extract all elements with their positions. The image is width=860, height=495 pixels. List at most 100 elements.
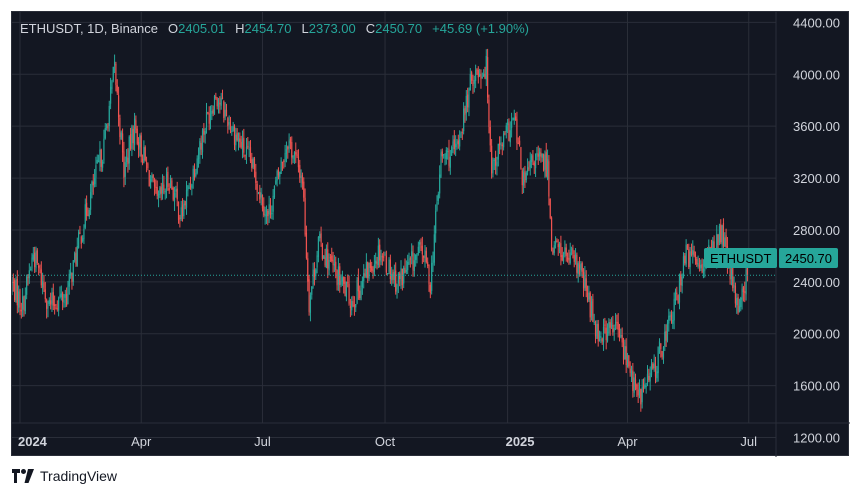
candle-body: [325, 247, 328, 268]
candle-body: [216, 98, 218, 107]
candle-body: [397, 273, 399, 284]
ticker-badge: ETHUSDT: [704, 248, 778, 268]
candle-body: [421, 245, 423, 255]
candle-body: [625, 346, 627, 366]
candle-body: [76, 245, 78, 266]
candle-body: [380, 255, 382, 263]
candle-body: [661, 351, 663, 357]
candle-body: [115, 63, 117, 85]
candle-body: [231, 130, 233, 133]
candle-body: [249, 147, 252, 161]
candle-body: [293, 152, 296, 157]
candle-body: [608, 322, 610, 334]
candle-body: [259, 191, 261, 200]
candle-body: [261, 194, 264, 209]
candle-body: [479, 73, 481, 77]
candle-body: [541, 153, 543, 158]
candle-body: [100, 149, 102, 167]
candle-body: [403, 267, 405, 284]
candle-body: [701, 263, 703, 273]
candle-body: [220, 98, 222, 106]
candle-body: [109, 86, 112, 104]
candle-body: [429, 284, 431, 294]
candle-body: [645, 385, 647, 387]
candle-body: [36, 250, 38, 264]
candle-body: [487, 57, 489, 98]
candle-body: [518, 140, 521, 146]
candle-body: [395, 270, 397, 292]
candle-body: [433, 234, 435, 263]
candle-body: [624, 346, 626, 360]
candle-body: [295, 152, 297, 155]
candle-body: [417, 246, 419, 254]
candle-body: [736, 298, 738, 306]
candle-body: [260, 192, 262, 198]
candle-body: [228, 122, 230, 125]
candle-body: [533, 162, 535, 166]
candle-body: [491, 145, 493, 174]
candle-body: [175, 189, 177, 192]
candle-body: [415, 254, 417, 260]
candle-body: [26, 276, 28, 295]
candle-body: [34, 252, 36, 267]
candle-body: [32, 254, 34, 260]
candle-body: [493, 159, 495, 161]
candle-body: [600, 335, 602, 339]
candle-body: [650, 364, 653, 376]
candle-body: [677, 295, 679, 303]
candle-body: [721, 225, 723, 245]
candle-body: [702, 268, 705, 273]
candle-body: [35, 251, 37, 269]
candle-body: [461, 132, 463, 134]
candle-body: [379, 244, 381, 261]
price-chart[interactable]: 4400.00 4000.00 3600.00 3200.00 2800.00 2400.…: [12, 12, 850, 457]
candle-body: [39, 268, 41, 270]
candle-body: [348, 283, 350, 304]
candle-body: [20, 309, 22, 312]
candle-body: [672, 320, 674, 324]
candle-body: [285, 149, 288, 154]
last-price-badge: 2450.70: [778, 248, 838, 268]
candle-body: [609, 322, 611, 328]
candle-body: [449, 156, 451, 168]
candle-body: [297, 156, 300, 168]
candle-body: [425, 251, 427, 262]
candle-body: [360, 287, 362, 300]
candle-body: [512, 117, 514, 121]
candle-body: [204, 131, 206, 135]
x-tick-label: 2025: [506, 434, 535, 449]
candle-body: [516, 118, 518, 143]
candle-body: [658, 341, 661, 347]
candle-body: [237, 137, 240, 142]
candle-body: [329, 257, 332, 259]
candle-body: [709, 247, 711, 249]
candle-body: [653, 363, 655, 369]
low-key: L: [301, 21, 309, 36]
candle-body: [296, 154, 298, 156]
candle-body: [64, 294, 66, 298]
candle-body: [501, 144, 503, 147]
candle-body: [580, 263, 582, 271]
candle-body: [689, 251, 691, 268]
candle-body: [66, 293, 68, 306]
candle-body: [125, 156, 128, 163]
candle-body: [87, 214, 89, 216]
candle-body: [232, 125, 234, 132]
candle-body: [303, 181, 305, 198]
candle-body: [452, 141, 454, 147]
candle-body: [292, 155, 294, 159]
tradingview-logo-icon[interactable]: [12, 469, 34, 483]
candle-body: [16, 279, 18, 306]
candle-body: [27, 276, 29, 278]
candle-body: [463, 108, 465, 132]
candle-body: [171, 180, 173, 190]
close-key: C: [365, 21, 376, 36]
candle-body: [621, 335, 623, 343]
candle-body: [157, 193, 160, 198]
chart-panel[interactable]: 4400.00 4000.00 3600.00 3200.00 2800.00 2400.…: [11, 11, 850, 457]
candle-body: [42, 281, 44, 288]
candle-body: [717, 234, 719, 246]
candle-body: [423, 255, 425, 258]
candle-body: [574, 254, 577, 260]
open-key: O: [168, 21, 179, 36]
